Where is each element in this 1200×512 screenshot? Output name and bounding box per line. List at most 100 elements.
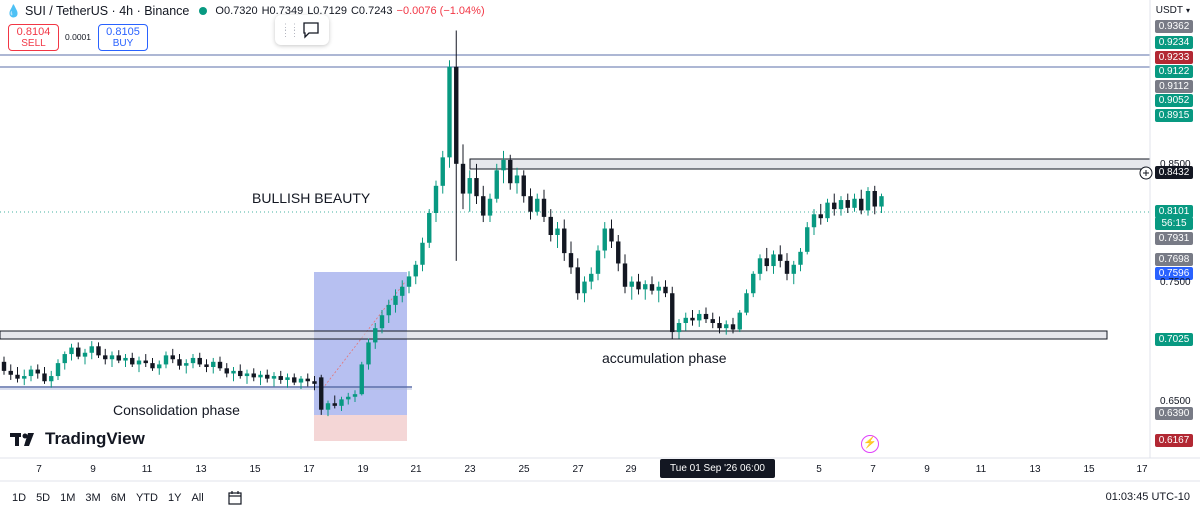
candlestick-series (1, 30, 884, 417)
lightning-icon[interactable]: ⚡ (861, 435, 879, 453)
candle (528, 188, 533, 220)
candle (764, 247, 769, 272)
annotation-bullish[interactable]: BULLISH BEAUTY (252, 190, 371, 206)
candle (879, 193, 884, 213)
candle (35, 364, 40, 379)
candle (116, 350, 121, 364)
candle (818, 203, 823, 225)
candle (55, 359, 61, 380)
candle (197, 352, 202, 367)
candle (724, 320, 729, 335)
price-label: 0.9362 (1155, 20, 1193, 33)
price-label: 0.7596 (1155, 267, 1193, 280)
candle (420, 237, 425, 272)
support-zone-rect[interactable] (0, 330, 1108, 340)
drag-handle-icon[interactable]: ⋮⋮ ⋮⋮ (281, 22, 299, 38)
candle (62, 351, 67, 370)
candle (170, 348, 175, 364)
tf-6m[interactable]: 6M (110, 492, 126, 504)
candle (474, 163, 479, 204)
tf-1d[interactable]: 1D (12, 492, 27, 504)
candle (548, 209, 553, 242)
sell-button[interactable]: 0.8104 SELL (8, 24, 59, 51)
candle (757, 254, 763, 281)
time-tick: 9 (90, 464, 96, 475)
comment-icon[interactable] (301, 20, 321, 40)
market-open-dot-icon (199, 7, 208, 15)
price-label: 0.7025 (1155, 333, 1193, 346)
candle (305, 373, 310, 387)
candle (575, 258, 580, 300)
candle (744, 289, 749, 316)
candle (346, 392, 351, 405)
candle (406, 271, 412, 294)
candle (130, 352, 135, 367)
candle (150, 357, 155, 371)
candle (751, 271, 756, 298)
floating-drawing-toolbar[interactable]: ⋮⋮ ⋮⋮ (275, 15, 329, 45)
annotation-accumulation[interactable]: accumulation phase (602, 350, 727, 366)
time-tick: 11 (141, 464, 153, 475)
candle (332, 395, 337, 409)
candle (467, 170, 472, 212)
ohlc-open: O0.7320 (215, 5, 258, 17)
tf-3m[interactable]: 3M (85, 492, 101, 504)
timeframe-bar: 1D 5D 1M 3M 6M YTD 1Y All (12, 491, 244, 505)
chevron-down-icon: ▾ (1185, 6, 1190, 15)
clock-timezone[interactable]: 01:03:45 UTC-10 (1105, 491, 1190, 503)
candle (710, 312, 715, 329)
candle (508, 154, 513, 190)
long-position-edge (314, 272, 320, 415)
candle (872, 185, 877, 215)
candle (832, 193, 837, 216)
candle (413, 260, 418, 285)
time-tick: 25 (518, 464, 530, 475)
candle (76, 342, 81, 360)
tf-ytd[interactable]: YTD (135, 492, 158, 504)
candle (1, 356, 7, 375)
tradingview-logo-icon (10, 433, 34, 446)
date-range-icon[interactable] (228, 491, 244, 505)
time-tick: 7 (36, 464, 42, 475)
candle (224, 363, 229, 378)
candle (265, 369, 270, 383)
candle (373, 323, 378, 349)
candle (42, 367, 47, 384)
price-label: 0.9112 (1155, 80, 1193, 93)
price-label: 56:15 (1155, 217, 1193, 230)
candle (96, 342, 101, 358)
buy-button[interactable]: 0.8105 BUY (98, 24, 148, 51)
candle (28, 365, 34, 382)
candle (602, 222, 607, 259)
tf-5d[interactable]: 5D (36, 492, 51, 504)
candle (811, 209, 817, 235)
candle (845, 193, 850, 213)
resistance-zone-rect[interactable] (469, 158, 1151, 170)
crosshair-add-icon[interactable] (1139, 166, 1153, 180)
candle (366, 338, 371, 370)
candle (798, 247, 803, 272)
candle (204, 359, 209, 373)
price-label: 0.9234 (1155, 36, 1193, 49)
candle (69, 343, 74, 361)
tradingview-logo: TradingView (10, 429, 145, 449)
sell-price: 0.8104 (16, 26, 51, 38)
tf-1y[interactable]: 1Y (167, 492, 182, 504)
candle (211, 357, 216, 374)
candle (622, 254, 628, 294)
candle (737, 310, 742, 333)
candle (271, 372, 277, 387)
sui-logo-icon[interactable]: 💧 (6, 4, 21, 18)
price-label: 0.6167 (1155, 434, 1193, 447)
tf-1m[interactable]: 1M (60, 492, 76, 504)
candle (568, 241, 574, 274)
annotation-consolidation[interactable]: Consolidation phase (113, 402, 240, 418)
currency-selector[interactable]: USDT ▾ (1156, 5, 1190, 16)
candle (636, 273, 641, 295)
time-tick: 13 (195, 464, 207, 475)
tf-all[interactable]: All (191, 492, 204, 504)
symbol-title[interactable]: SUI / TetherUS · 4h · Binance (24, 4, 190, 18)
long-position-stop-zone[interactable] (314, 415, 407, 441)
candle (562, 219, 567, 261)
